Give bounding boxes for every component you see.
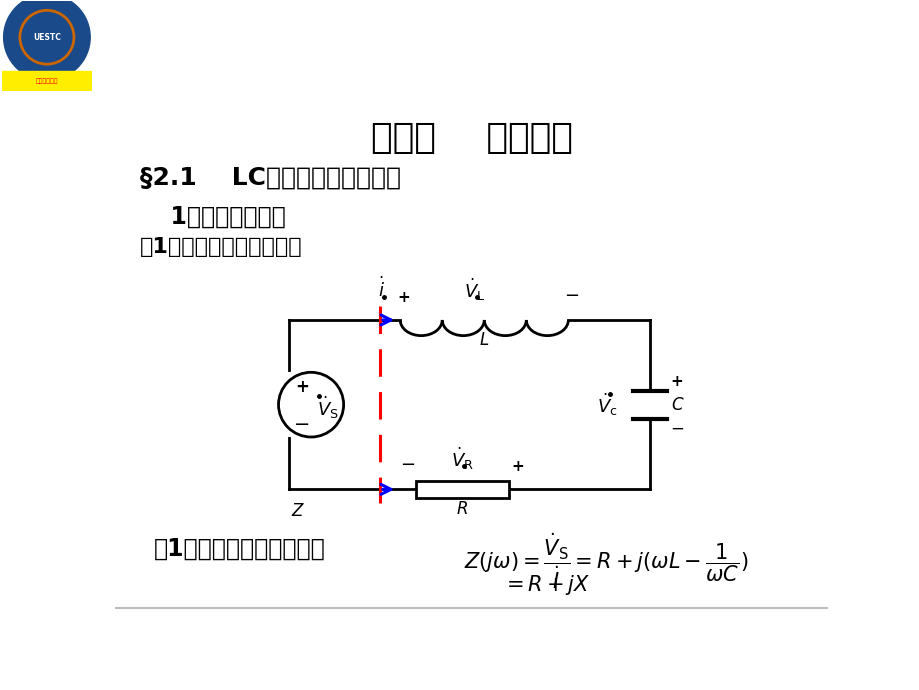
Text: 【1】串联电路的总阻抗：: 【1】串联电路的总阻抗： bbox=[153, 537, 325, 561]
Text: UESTC: UESTC bbox=[33, 32, 61, 42]
Text: −: − bbox=[400, 456, 414, 474]
Text: +: + bbox=[294, 379, 309, 397]
Text: §2.1    LC谐振回路的选频特性: §2.1 LC谐振回路的选频特性 bbox=[140, 166, 401, 190]
Text: $\dot{V}_{\rm R}$: $\dot{V}_{\rm R}$ bbox=[450, 446, 473, 473]
Circle shape bbox=[4, 0, 90, 80]
Text: $\dot{V}_{\rm c}$: $\dot{V}_{\rm c}$ bbox=[596, 391, 617, 418]
Text: +: + bbox=[397, 290, 409, 304]
Text: $\dot{V}_{\rm S}$: $\dot{V}_{\rm S}$ bbox=[317, 395, 339, 421]
Text: −: − bbox=[564, 286, 579, 304]
Text: （1）串联谐振电路的结构: （1）串联谐振电路的结构 bbox=[140, 237, 302, 257]
Text: −: − bbox=[293, 415, 310, 434]
Text: +: + bbox=[669, 374, 682, 389]
Text: $Z(j\omega)=\dfrac{\dot{V}_{\rm S}}{\dot{I}}=R+j(\omega L-\dfrac{1}{\omega C})$: $Z(j\omega)=\dfrac{\dot{V}_{\rm S}}{\dot… bbox=[463, 531, 747, 591]
Text: −: − bbox=[669, 420, 683, 438]
Text: +: + bbox=[511, 459, 524, 474]
Text: Z: Z bbox=[290, 502, 302, 520]
Bar bbox=[415, 481, 508, 497]
Text: $\dot{V}_{\rm L}$: $\dot{V}_{\rm L}$ bbox=[464, 277, 485, 303]
Text: 1、串联谐振回路: 1、串联谐振回路 bbox=[153, 204, 285, 228]
Text: L: L bbox=[479, 331, 488, 348]
Text: $\dot{i}$: $\dot{i}$ bbox=[378, 277, 385, 302]
Text: 第二章    选频网络: 第二章 选频网络 bbox=[370, 121, 572, 155]
Bar bbox=[2, 71, 92, 91]
Text: $=R+jX$: $=R+jX$ bbox=[502, 573, 590, 597]
Text: R: R bbox=[456, 500, 468, 518]
Text: C: C bbox=[671, 395, 682, 414]
Text: 编创：龙为民: 编创：龙为民 bbox=[36, 79, 58, 84]
